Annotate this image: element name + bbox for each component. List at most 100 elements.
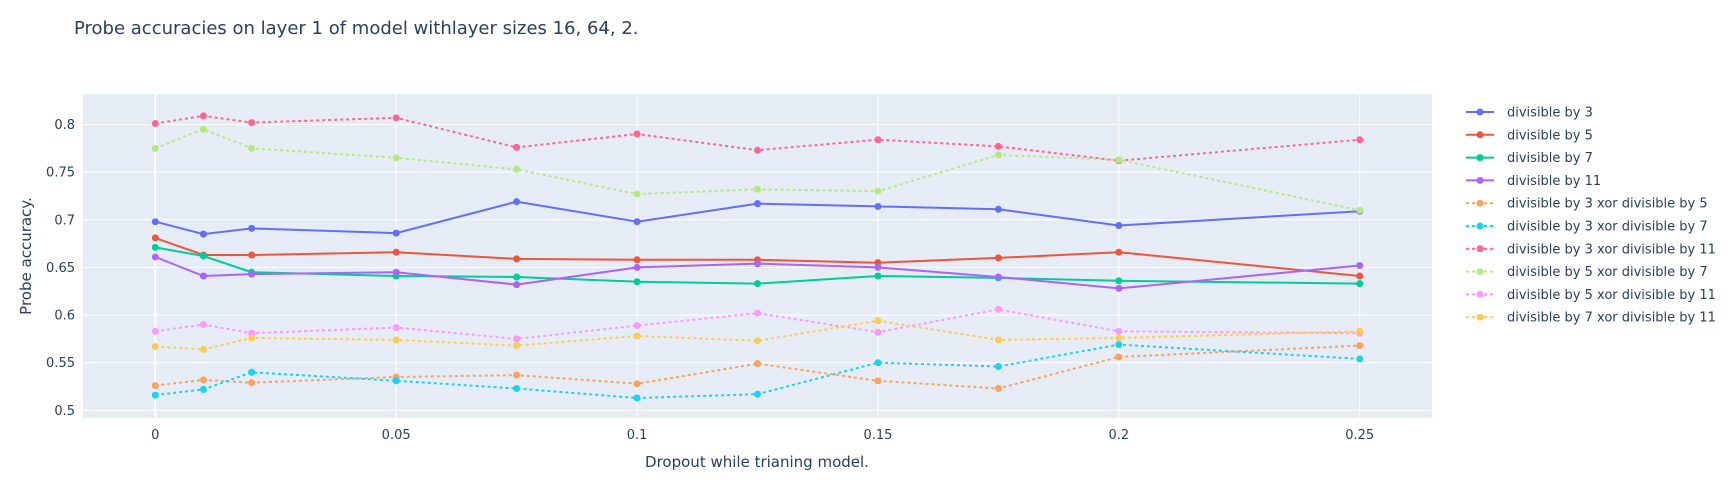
- legend-item[interactable]: divisible by 3 xor divisible by 7: [1466, 220, 1708, 235]
- legend-label: divisible by 3 xor divisible by 7: [1507, 220, 1708, 235]
- legend-marker: [1476, 313, 1484, 321]
- data-point: [199, 345, 207, 353]
- legend-item[interactable]: divisible by 3 xor divisible by 5: [1466, 197, 1708, 212]
- data-point: [513, 143, 521, 151]
- data-point: [1356, 342, 1364, 350]
- data-point: [1115, 334, 1123, 342]
- data-point: [633, 322, 641, 330]
- data-point: [151, 343, 159, 351]
- data-point: [874, 359, 882, 367]
- data-point: [248, 119, 256, 127]
- data-point: [633, 332, 641, 340]
- series-6: [151, 341, 1364, 402]
- legend-item[interactable]: divisible by 7: [1466, 151, 1593, 166]
- data-point: [248, 334, 256, 342]
- legend[interactable]: divisible by 3 divisible by 5 divisible by…: [1466, 106, 1716, 326]
- data-point: [633, 380, 641, 388]
- data-point: [151, 234, 159, 242]
- y-axis-title: Probe accuracy.: [17, 197, 35, 315]
- data-point: [754, 185, 761, 193]
- legend-label: divisible by 7: [1507, 151, 1593, 166]
- data-point: [513, 281, 521, 289]
- data-point: [392, 268, 400, 276]
- x-axis-title: Dropout while trianing model.: [645, 453, 869, 471]
- data-point: [1115, 284, 1123, 292]
- data-point: [754, 280, 761, 288]
- y-tick-label: 0.75: [46, 166, 75, 181]
- data-point: [874, 272, 882, 280]
- data-point: [874, 328, 882, 336]
- data-point: [994, 336, 1002, 344]
- series-1: [151, 198, 1364, 238]
- y-tick-label: 0.5: [54, 404, 75, 419]
- legend-item[interactable]: divisible by 5 xor divisible by 7: [1466, 265, 1708, 280]
- data-point: [151, 327, 159, 335]
- data-point: [633, 190, 641, 198]
- data-point: [994, 254, 1002, 262]
- data-point: [199, 230, 207, 238]
- data-point: [633, 263, 641, 271]
- data-point: [994, 205, 1002, 213]
- data-point: [199, 385, 207, 393]
- data-point: [248, 368, 256, 376]
- y-tick-labels: 0.5 0.55 0.6 0.65 0.7 0.75 0.8: [46, 118, 75, 419]
- legend-label: divisible by 5 xor divisible by 11: [1507, 288, 1716, 303]
- legend-label: divisible by 7 xor divisible by 11: [1507, 311, 1716, 326]
- series-8: [151, 125, 1364, 214]
- data-point: [151, 120, 159, 128]
- legend-item[interactable]: divisible by 5: [1466, 128, 1593, 143]
- chart-title: Probe accuracies on layer 1 of model wit…: [74, 18, 639, 39]
- legend-label: divisible by 5 xor divisible by 7: [1507, 265, 1708, 280]
- series-lines: [151, 112, 1364, 402]
- legend-marker: [1476, 199, 1484, 207]
- data-point: [874, 263, 882, 271]
- data-point: [392, 323, 400, 331]
- data-point: [994, 273, 1002, 281]
- x-tick-label: 0.25: [1345, 428, 1374, 443]
- data-point: [994, 151, 1002, 159]
- data-point: [151, 382, 159, 390]
- series-7: [151, 112, 1364, 165]
- data-point: [1356, 206, 1364, 214]
- legend-item[interactable]: divisible by 11: [1466, 174, 1601, 189]
- data-point: [754, 146, 761, 154]
- legend-label: divisible by 3 xor divisible by 11: [1507, 242, 1716, 257]
- x-tick-labels: 0 0.05 0.1 0.15 0.2 0.25: [151, 428, 1374, 443]
- data-point: [392, 154, 400, 162]
- legend-item[interactable]: divisible by 3 xor divisible by 11: [1466, 242, 1716, 257]
- plot-area: [83, 94, 1432, 418]
- y-tick-label: 0.55: [46, 356, 75, 371]
- data-point: [513, 384, 521, 392]
- data-point: [633, 256, 641, 264]
- legend-item[interactable]: divisible by 3: [1466, 106, 1593, 121]
- data-point: [392, 336, 400, 344]
- x-tick-label: 0: [151, 428, 159, 443]
- data-point: [874, 136, 882, 144]
- data-point: [248, 224, 256, 232]
- data-point: [151, 391, 159, 399]
- legend-item[interactable]: divisible by 7 xor divisible by 11: [1466, 311, 1716, 326]
- legend-marker: [1476, 108, 1484, 116]
- data-point: [1115, 353, 1123, 361]
- data-point: [199, 272, 207, 280]
- legend-marker: [1476, 131, 1484, 139]
- legend-marker: [1476, 268, 1484, 276]
- series-line: [155, 319, 1360, 351]
- data-point: [754, 390, 761, 398]
- legend-label: divisible by 11: [1507, 174, 1601, 189]
- data-point: [151, 253, 159, 261]
- data-point: [874, 202, 882, 210]
- data-point: [633, 218, 641, 226]
- legend-item[interactable]: divisible by 5 xor divisible by 11: [1466, 288, 1716, 303]
- data-point: [1356, 272, 1364, 280]
- data-point: [199, 125, 207, 133]
- data-point: [1115, 156, 1123, 164]
- legend-marker: [1476, 176, 1484, 184]
- legend-marker: [1476, 154, 1484, 162]
- data-point: [633, 394, 641, 402]
- data-point: [1356, 355, 1364, 363]
- x-tick-label: 0.15: [863, 428, 892, 443]
- data-point: [248, 251, 256, 259]
- data-point: [754, 309, 761, 317]
